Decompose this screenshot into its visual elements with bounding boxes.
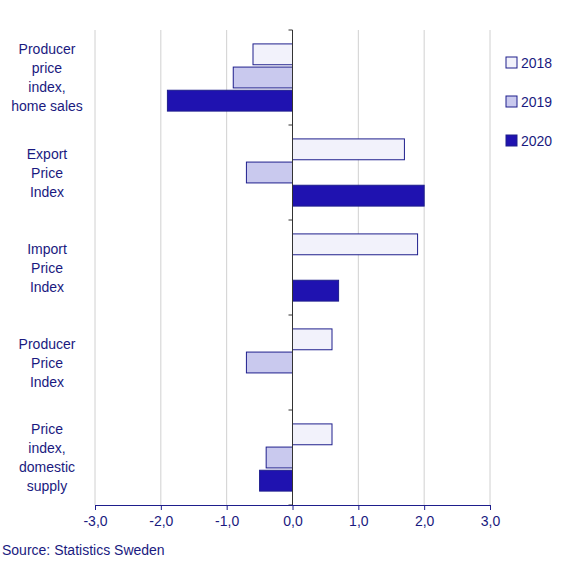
tick: -3,0 xyxy=(83,505,107,529)
bar xyxy=(233,67,292,88)
grid xyxy=(95,30,490,505)
category-labels: Producerpriceindex,home sales ExportPrice… xyxy=(11,41,83,494)
tick: -1,0 xyxy=(215,505,239,529)
grid-line xyxy=(292,30,293,505)
axis-line xyxy=(96,506,491,511)
tick-label: 2,0 xyxy=(415,513,435,529)
legend-swatch xyxy=(506,57,517,68)
bar xyxy=(293,329,333,350)
tick: 1,0 xyxy=(349,505,369,529)
axis-tick xyxy=(289,125,293,126)
tick-label: -2,0 xyxy=(149,513,173,529)
category-axis xyxy=(289,30,293,505)
bar xyxy=(293,185,425,206)
tick-label: 0,0 xyxy=(283,513,303,529)
bar xyxy=(260,470,293,491)
bars xyxy=(167,44,424,491)
category-label: ProducerPriceIndex xyxy=(19,336,76,390)
bar xyxy=(293,234,418,255)
category-label: ImportPriceIndex xyxy=(27,241,67,295)
tick-mark xyxy=(293,505,294,510)
tick-mark xyxy=(424,505,425,510)
tick-mark xyxy=(490,505,491,510)
legend-label: 2019 xyxy=(521,94,552,110)
grid-line xyxy=(95,30,96,505)
bar xyxy=(293,424,333,445)
grid-line xyxy=(160,30,161,505)
tick-mark xyxy=(358,505,359,510)
legend: 2018 2019 2020 xyxy=(506,55,552,149)
axis-line xyxy=(292,30,293,505)
grid-line xyxy=(424,30,425,505)
legend-swatch xyxy=(506,135,517,146)
source: Source: Statistics Sweden xyxy=(2,542,165,558)
tick-mark xyxy=(161,505,162,510)
bar xyxy=(246,352,292,373)
tick-label: -1,0 xyxy=(215,513,239,529)
tick: 3,0 xyxy=(481,505,501,529)
legend-label: 2020 xyxy=(521,133,552,149)
bar xyxy=(293,139,405,160)
bar xyxy=(253,44,293,65)
grid-line xyxy=(358,30,359,505)
x-axis: -3,0 -2,0 -1,0 0,0 1,0 2,0 3,0 xyxy=(83,505,500,529)
axis-tick xyxy=(289,410,293,411)
bar xyxy=(167,90,292,111)
axis-tick xyxy=(289,30,293,31)
chart: Producerpriceindex,home sales ExportPrice… xyxy=(0,0,567,570)
bar xyxy=(266,447,292,468)
tick: -2,0 xyxy=(149,505,173,529)
category-label: ExportPriceIndex xyxy=(27,146,68,200)
tick-label: 3,0 xyxy=(481,513,501,529)
tick-mark xyxy=(227,505,228,510)
tick-label: 1,0 xyxy=(349,513,369,529)
grid-line xyxy=(490,30,491,505)
tick-mark xyxy=(95,505,96,510)
category-label: Priceindex,domesticsupply xyxy=(19,421,75,494)
legend-label: 2018 xyxy=(521,55,552,71)
tick-label: -3,0 xyxy=(83,513,107,529)
legend-swatch xyxy=(506,96,517,107)
bar xyxy=(246,162,292,183)
axis-tick xyxy=(289,315,293,316)
tick: 0,0 xyxy=(283,505,303,529)
axis-tick xyxy=(289,220,293,221)
bar xyxy=(293,280,339,301)
tick: 2,0 xyxy=(415,505,435,529)
category-label: Producerpriceindex,home sales xyxy=(11,41,83,114)
